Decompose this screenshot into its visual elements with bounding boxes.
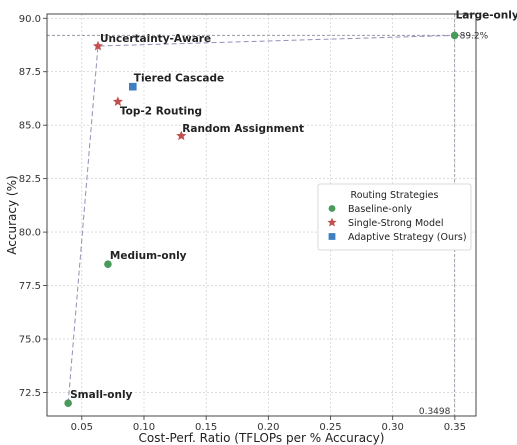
point-labels: Small-only Medium-only Large-only Uncertain… [70,9,517,401]
label-top-2-routing: Top-2 Routing [120,106,202,118]
x-tick-label: 0.30 [382,422,404,433]
plot-frame [46,13,477,417]
pareto-frontier [67,34,455,404]
large-y-annotation: 89.2% [460,31,489,41]
legend-label-single-strong-model: Single-Strong Model [348,218,444,229]
x-axis-label: Cost-Perf. Ratio (TFLOPs per % Accuracy) [139,431,385,445]
large-x-annotation: 0.3498 [419,407,451,417]
legend-label-adaptive-strategy-ours-: Adaptive Strategy (Ours) [348,232,467,243]
y-tick-label: 72.5 [19,388,41,399]
point-random-assignment [176,130,187,141]
legend-title: Routing Strategies [351,190,439,201]
point-large-only [450,31,459,40]
legend-marker-baseline-only [328,205,336,212]
y-tick-label: 90.0 [19,14,41,25]
label-uncertainty-aware: Uncertainty-Aware [100,33,211,45]
y-tick-label: 80.0 [19,228,41,239]
legend-marker-single-strong-model [327,217,337,227]
point-tiered-cascade [129,82,137,91]
x-tick-label: 0.10 [133,422,155,433]
legend: Routing Strategies Baseline-only Single-S… [317,183,472,251]
y-tick-label: 82.5 [19,174,41,185]
label-tiered-cascade: Tiered Cascade [134,73,224,85]
label-medium-only: Medium-only [110,250,187,262]
point-medium-only [104,260,112,268]
label-random-assignment: Random Assignment [182,123,304,135]
y-tick-label: 85.0 [19,121,41,132]
point-small-only [64,399,72,407]
y-tick-label: 75.0 [19,335,41,346]
point-top-2-routing [112,96,123,106]
y-axis-label: Accuracy (%) [5,175,19,254]
axes [46,13,477,417]
x-tick-label: 0.20 [257,422,279,433]
x-tick-label: 0.35 [444,422,466,433]
data-points [64,31,459,407]
x-tick-label: 0.25 [319,422,341,433]
x-tick-label: 0.15 [195,422,217,433]
y-tick-label: 77.5 [19,281,41,292]
y-tick-label: 87.5 [19,67,41,78]
label-small-only: Small-only [70,389,132,401]
x-tick-label: 0.05 [71,422,93,433]
label-large-only: Large-only [456,9,517,21]
frontier-line [67,34,455,404]
point-uncertainty-aware [92,40,104,51]
legend-marker-adaptive-strategy-ours- [328,233,336,240]
ticks: 72.5 75.0 77.5 80.0 82.5 85.0 87.5 90.0 0.05 0.10… [19,14,466,433]
legend-box [317,183,472,251]
legend-label-baseline-only: Baseline-only [348,204,412,215]
